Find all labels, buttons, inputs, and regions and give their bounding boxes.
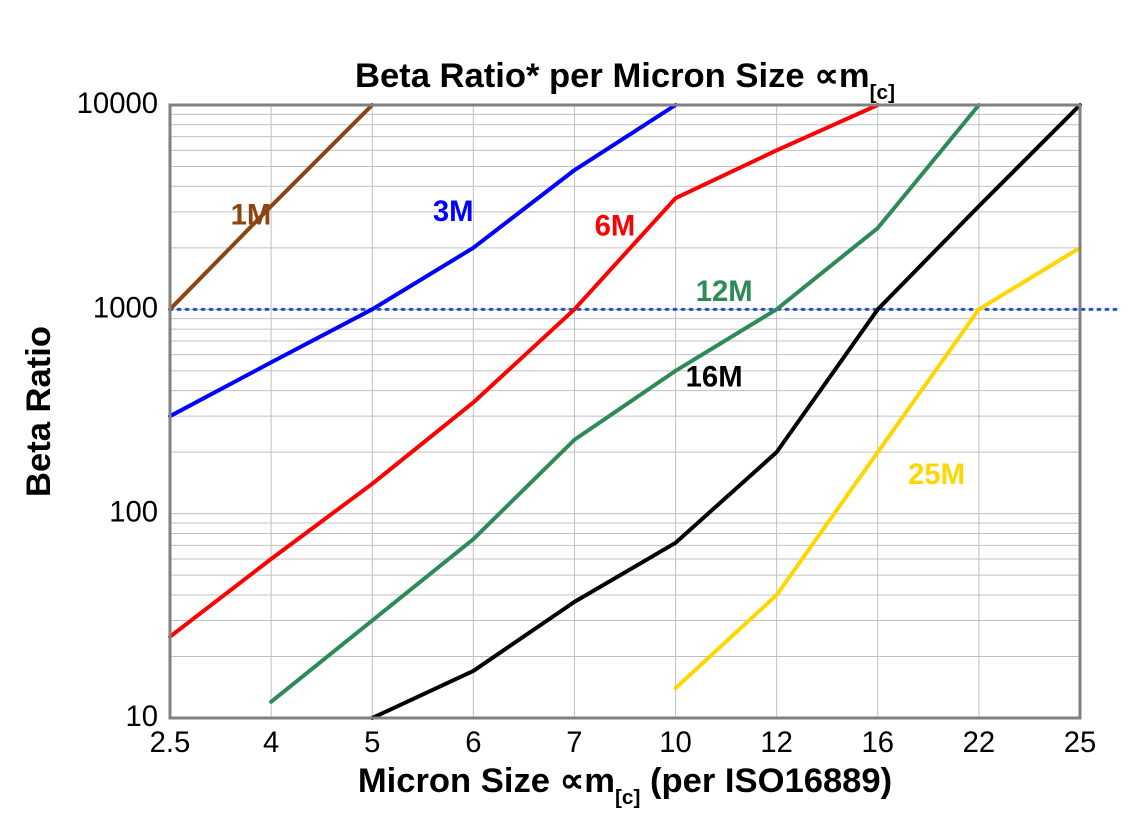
y-tick-label: 1000: [93, 292, 158, 324]
series-label-16M: 16M: [686, 361, 743, 393]
x-tick-label: 22: [963, 727, 996, 759]
chart-container: 1M3M6M12M16M25M2.54567101216222510100100…: [0, 0, 1146, 818]
beta-ratio-chart: 1M3M6M12M16M25M2.54567101216222510100100…: [0, 0, 1146, 818]
series-label-25M: 25M: [908, 459, 965, 491]
series-label-12M: 12M: [696, 276, 753, 308]
y-axis-label: Beta Ratio: [20, 326, 58, 497]
y-tick-label: 10: [125, 701, 158, 733]
series-label-6M: 6M: [595, 210, 636, 242]
x-tick-label: 6: [465, 727, 481, 759]
x-tick-label: 16: [862, 727, 895, 759]
x-tick-label: 4: [263, 727, 279, 759]
x-tick-label: 7: [566, 727, 582, 759]
x-tick-label: 12: [760, 727, 793, 759]
y-tick-label: 10000: [77, 88, 158, 120]
x-tick-label: 5: [364, 727, 380, 759]
series-label-3M: 3M: [433, 196, 474, 228]
x-axis-label: Micron Size ∝m[c] (per ISO16889): [358, 762, 892, 809]
y-tick-label: 100: [109, 497, 158, 529]
x-tick-label: 25: [1064, 727, 1097, 759]
chart-title: Beta Ratio* per Micron Size ∝m[c]: [355, 57, 895, 104]
series-label-1M: 1M: [231, 200, 272, 232]
x-tick-label: 10: [659, 727, 692, 759]
